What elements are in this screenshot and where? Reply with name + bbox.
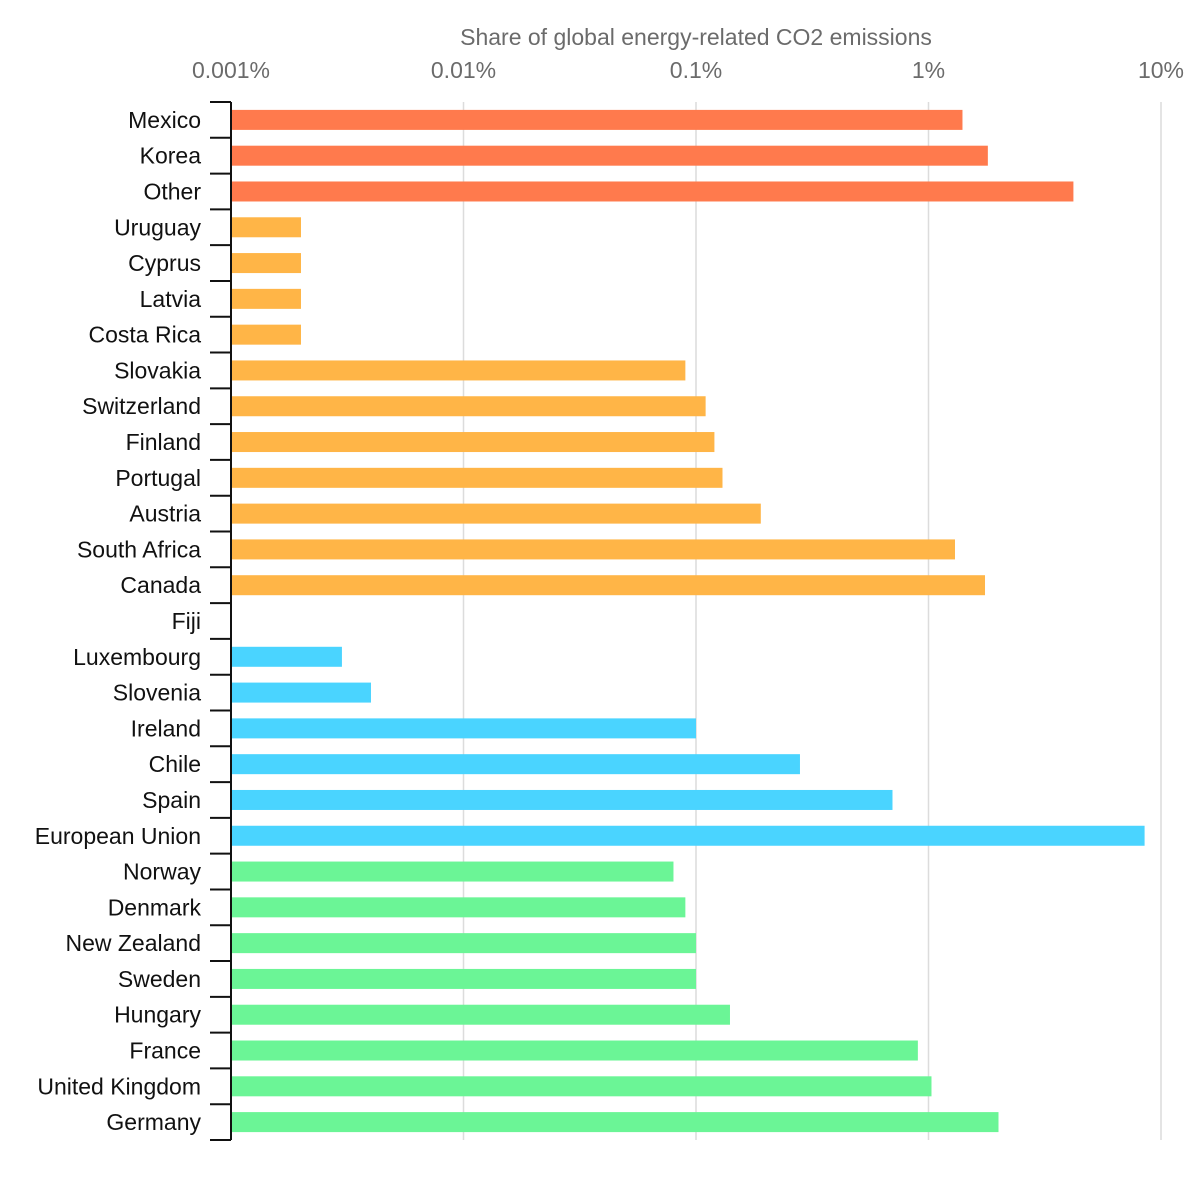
bar [231, 181, 1074, 202]
y-tick-label: Ireland [131, 715, 201, 741]
y-tick-label: Spain [142, 787, 201, 813]
y-tick-label: Korea [140, 143, 202, 169]
y-tick-label: Sweden [118, 966, 201, 992]
y-tick-label: New Zealand [65, 930, 201, 956]
x-axis-title: Share of global energy-related CO2 emiss… [460, 24, 932, 50]
x-tick-label: 0.1% [670, 57, 722, 83]
y-axis-labels: Mexico Korea Other Uruguay Cyprus Latvia Costa… [35, 107, 202, 1135]
y-tick-label: Mexico [128, 107, 201, 133]
bar [231, 682, 371, 703]
bar [231, 897, 686, 918]
y-tick-label: South Africa [77, 536, 201, 562]
x-tick-label: 0.01% [431, 57, 496, 83]
bar [231, 360, 686, 381]
bars [231, 109, 1145, 1133]
y-tick-label: Hungary [114, 1002, 201, 1028]
bar [231, 288, 301, 309]
bar [231, 1040, 918, 1061]
bar [231, 217, 301, 238]
y-tick-label: Fiji [172, 608, 201, 634]
y-tick-label: Germany [106, 1109, 201, 1135]
x-tick-label: 10% [1138, 57, 1184, 83]
y-tick-label: Austria [129, 501, 201, 527]
x-tick-label: 0.001% [192, 57, 270, 83]
y-tick-label: Slovenia [113, 680, 201, 706]
bar [231, 718, 696, 739]
y-tick-label: European Union [35, 823, 201, 849]
y-tick-label: Cyprus [128, 250, 201, 276]
bar [231, 754, 800, 775]
y-axis [210, 101, 232, 1141]
y-tick-label: Other [143, 178, 201, 204]
bar [231, 503, 761, 524]
bar [231, 467, 723, 488]
bar [231, 933, 696, 954]
bar [231, 575, 986, 596]
y-tick-label: France [129, 1038, 201, 1064]
y-tick-label: Canada [120, 572, 201, 598]
bar [231, 253, 301, 274]
bar [231, 646, 342, 667]
y-tick-label: Luxembourg [73, 644, 201, 670]
x-axis-ticks: 0.001% 0.01% 0.1% 1% 10% [192, 57, 1184, 83]
bar [231, 1076, 932, 1097]
bar [231, 539, 955, 560]
bar [231, 109, 963, 130]
bar [231, 324, 301, 345]
y-tick-label: Costa Rica [89, 322, 202, 348]
y-tick-label: Slovakia [114, 357, 201, 383]
y-tick-label: Finland [126, 429, 201, 455]
gridlines [462, 102, 1162, 1140]
x-tick-label: 1% [912, 57, 945, 83]
y-tick-label: Portugal [115, 465, 201, 491]
bar [231, 861, 674, 882]
bar [231, 396, 706, 417]
y-tick-label: Denmark [108, 894, 202, 920]
y-tick-label: United Kingdom [37, 1073, 201, 1099]
bar [231, 968, 696, 989]
y-tick-label: Uruguay [114, 214, 201, 240]
bar [231, 432, 715, 453]
bar [231, 789, 893, 810]
y-tick-label: Chile [149, 751, 201, 777]
bar [231, 825, 1145, 846]
y-tick-label: Latvia [140, 286, 202, 312]
y-tick-label: Switzerland [82, 393, 201, 419]
bar [231, 1112, 999, 1133]
y-tick-label: Norway [123, 859, 201, 885]
bar [231, 145, 988, 166]
bar [231, 1004, 730, 1025]
